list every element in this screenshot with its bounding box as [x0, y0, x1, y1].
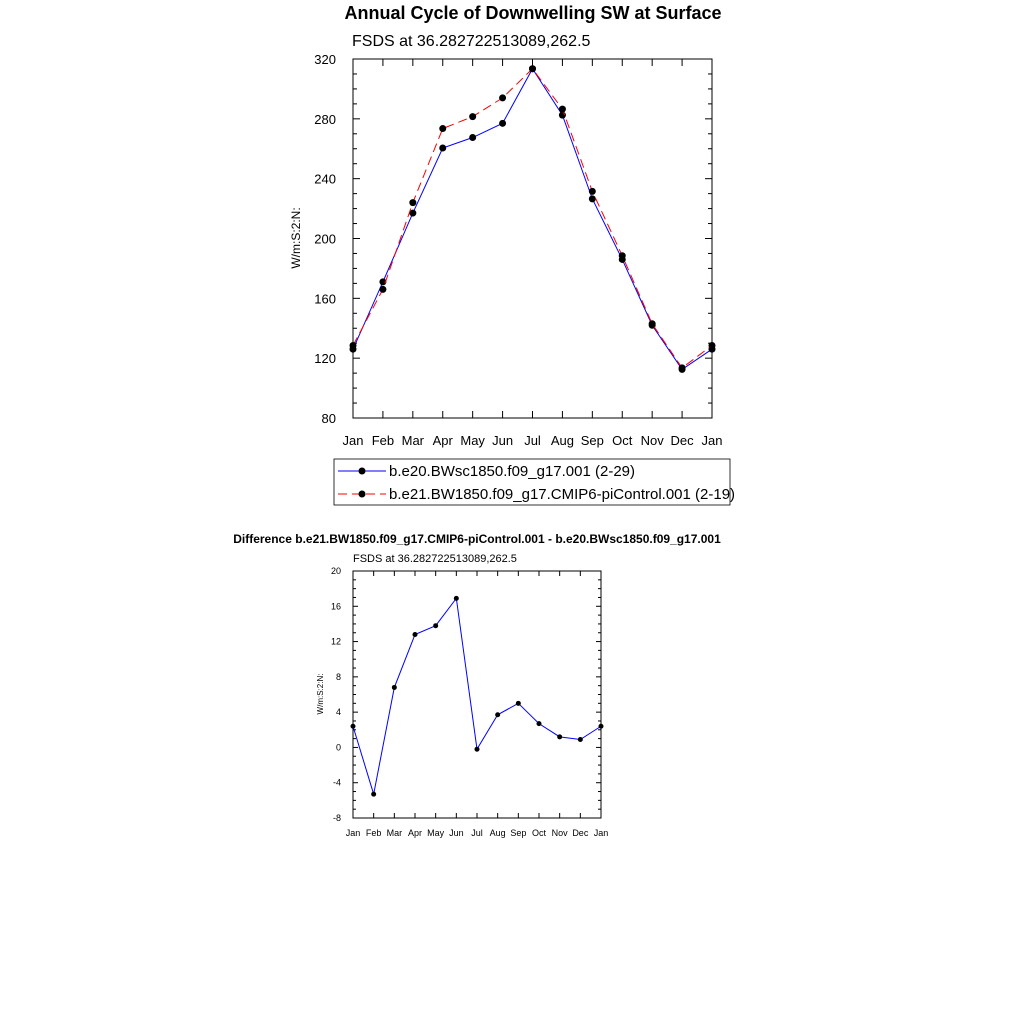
- data-point: [439, 125, 447, 133]
- data-point: [349, 341, 357, 349]
- x-tick-label: Aug: [551, 433, 574, 448]
- data-point: [588, 187, 596, 195]
- data-point: [678, 364, 686, 372]
- y-tick-label: 120: [314, 351, 336, 366]
- data-point: [529, 65, 536, 73]
- x-tick-label: Mar: [387, 828, 403, 838]
- data-point: [409, 199, 417, 207]
- data-point: [598, 723, 604, 729]
- y-tick-label: 4: [336, 707, 341, 717]
- y-tick-label: 16: [331, 601, 341, 611]
- data-point: [371, 791, 377, 797]
- y-tick-label: 12: [331, 637, 341, 647]
- x-tick-label: Feb: [366, 828, 382, 838]
- data-point: [379, 278, 387, 286]
- data-point: [618, 252, 626, 260]
- data-point: [515, 700, 521, 706]
- x-tick-label: Jul: [524, 433, 541, 448]
- legend-box: [333, 458, 731, 506]
- data-point: [558, 111, 566, 119]
- x-tick-label: Nov: [552, 828, 569, 838]
- series-line-1: [352, 67, 713, 371]
- y-tick-label: 20: [331, 566, 341, 576]
- y-tick-label: -8: [333, 813, 341, 823]
- legend-marker-2: [358, 490, 366, 498]
- x-tick-label: Jan: [594, 828, 609, 838]
- y-tick-label: 80: [322, 411, 336, 426]
- chart1-subtitle: FSDS at 36.282722513089,262.5: [352, 33, 591, 50]
- x-tick-label: Mar: [402, 433, 425, 448]
- data-point: [409, 209, 417, 217]
- x-tick-label: Aug: [490, 828, 506, 838]
- x-tick-label: Sep: [581, 433, 604, 448]
- data-point: [474, 746, 480, 752]
- chart1-plot: Jan Feb Mar Apr May Jun Jul Aug Sep Oct Nov Dec Jan 8…: [314, 52, 722, 448]
- x-tick-label: Oct: [532, 828, 547, 838]
- series-line-2: [352, 67, 713, 369]
- x-tick-label: Oct: [612, 433, 633, 448]
- data-point: [588, 195, 596, 203]
- chart1-frame: [352, 58, 713, 419]
- data-point: [469, 134, 477, 142]
- x-tick-label: May: [460, 433, 485, 448]
- y-tick-label: 8: [336, 672, 341, 682]
- data-point: [558, 105, 566, 113]
- x-tick-label: Dec: [572, 828, 589, 838]
- x-tick-label: Jan: [346, 828, 361, 838]
- data-point: [577, 736, 583, 742]
- x-tick-label: Sep: [510, 828, 526, 838]
- y-tick-label: 160: [314, 291, 336, 306]
- x-tick-label: Dec: [671, 433, 695, 448]
- chart1-ylabel: W/m:S:2:N:: [289, 207, 303, 268]
- chart2-frame: [352, 570, 602, 819]
- data-point: [648, 320, 656, 328]
- chart1-title: Annual Cycle of Downwelling SW at Surfac…: [344, 3, 721, 23]
- x-tick-label: Jun: [492, 433, 513, 448]
- data-point: [453, 595, 459, 601]
- x-tick-label: Jan: [702, 433, 723, 448]
- data-point: [499, 94, 507, 102]
- x-tick-label: May: [427, 828, 445, 838]
- chart2-title: Difference b.e21.BW1850.f09_g17.CMIP6-pi…: [233, 532, 721, 546]
- data-point: [536, 721, 542, 727]
- data-point: [391, 684, 397, 690]
- y-tick-label: 200: [314, 232, 336, 247]
- data-point: [350, 723, 356, 729]
- chart2-subtitle: FSDS at 36.282722513089,262.5: [353, 553, 517, 565]
- x-tick-label: Jan: [343, 433, 364, 448]
- data-point: [379, 285, 387, 293]
- data-point: [495, 712, 501, 718]
- series-line-1: [352, 597, 602, 795]
- y-tick-label: 0: [336, 742, 341, 752]
- data-point: [557, 734, 563, 740]
- y-tick-label: 320: [314, 52, 336, 67]
- x-tick-label: Apr: [408, 828, 422, 838]
- x-tick-label: Jul: [471, 828, 483, 838]
- data-point: [439, 144, 447, 152]
- x-tick-label: Feb: [372, 433, 394, 448]
- data-point: [499, 119, 507, 127]
- x-tick-label: Jun: [449, 828, 464, 838]
- x-tick-label: Nov: [641, 433, 665, 448]
- legend-marker-1: [358, 467, 366, 475]
- chart2-plot: Jan Feb Mar Apr May Jun Jul Aug Sep Oct Nov Dec Jan-…: [331, 566, 608, 838]
- x-tick-label: Apr: [433, 433, 454, 448]
- data-point: [708, 341, 716, 349]
- legend-label-2: b.e21.BW1850.f09_g17.CMIP6-piControl.001…: [389, 486, 735, 503]
- y-tick-label: 240: [314, 172, 336, 187]
- y-tick-label: 280: [314, 112, 336, 127]
- data-point: [469, 113, 477, 121]
- data-point: [412, 632, 418, 638]
- chart2-ylabel: W/m:S:2:N:: [316, 674, 325, 715]
- y-tick-label: -4: [333, 778, 341, 788]
- chart1-legend: b.e20.BWsc1850.f09_g17.001 (2-29) b.e21.B…: [333, 458, 735, 506]
- data-point: [433, 623, 439, 629]
- legend-label-1: b.e20.BWsc1850.f09_g17.001 (2-29): [389, 463, 635, 480]
